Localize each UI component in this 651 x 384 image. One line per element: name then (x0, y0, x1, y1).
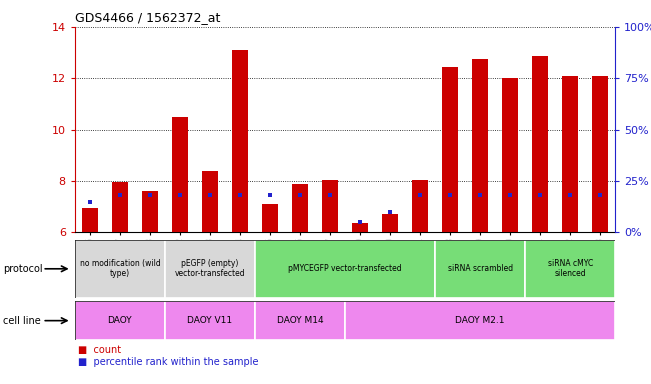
Bar (532, 56, 548, 232)
Bar (352, 223, 368, 232)
Text: pMYCEGFP vector-transfected: pMYCEGFP vector-transfected (288, 264, 402, 273)
Bar (412, 180, 428, 232)
Text: ■  count: ■ count (78, 345, 121, 355)
Text: DAOY M14: DAOY M14 (277, 316, 324, 325)
Bar (562, 76, 579, 232)
Text: DAOY V11: DAOY V11 (187, 316, 232, 325)
Text: pEGFP (empty)
vector-transfected: pEGFP (empty) vector-transfected (174, 259, 245, 278)
Text: GDS4466 / 1562372_at: GDS4466 / 1562372_at (75, 11, 220, 24)
Bar (81, 208, 98, 232)
Bar (262, 204, 278, 232)
Text: DAOY M2.1: DAOY M2.1 (455, 316, 505, 325)
Bar (442, 67, 458, 232)
Bar (111, 182, 128, 232)
Bar (592, 76, 609, 232)
Text: siRNA cMYC
silenced: siRNA cMYC silenced (547, 259, 593, 278)
Bar (381, 214, 398, 232)
Bar (322, 180, 339, 232)
Bar (345, 301, 615, 340)
Bar (255, 240, 435, 298)
Bar (502, 78, 518, 232)
Bar (232, 50, 248, 232)
Text: siRNA scrambled: siRNA scrambled (447, 264, 513, 273)
Bar (172, 117, 188, 232)
Bar (255, 301, 345, 340)
Bar (142, 191, 158, 232)
Bar (472, 59, 488, 232)
Bar (165, 301, 255, 340)
Bar (435, 240, 525, 298)
Bar (202, 170, 218, 232)
Bar (525, 240, 615, 298)
Bar (75, 240, 165, 298)
Bar (165, 240, 255, 298)
Bar (75, 301, 165, 340)
Text: no modification (wild
type): no modification (wild type) (79, 259, 160, 278)
Text: cell line: cell line (3, 316, 41, 326)
Text: protocol: protocol (3, 264, 43, 274)
Text: ■  percentile rank within the sample: ■ percentile rank within the sample (78, 357, 258, 367)
Text: DAOY: DAOY (107, 316, 132, 325)
Bar (292, 184, 309, 232)
